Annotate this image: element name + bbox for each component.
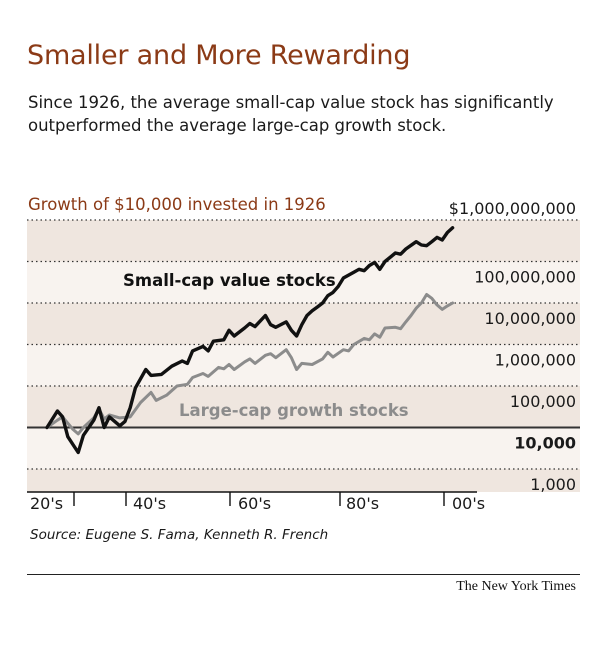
background-band [27, 427, 580, 469]
background-bands [27, 220, 580, 492]
x-tick-label: 00's [452, 494, 485, 513]
line-chart: $1,000,000,000 100,000,000 10,000,000 1,000… [27, 199, 580, 513]
background-band [27, 344, 580, 386]
y-axis-labels: $1,000,000,000 100,000,000 10,000,000 1,000… [449, 199, 576, 494]
small-cap-value-line [45, 226, 455, 455]
x-tick-label: 60's [238, 494, 271, 513]
source-note: Source: Eugene S. Fama, Kenneth R. Frenc… [30, 527, 329, 543]
plot-title: Growth of $10,000 invested in 1926 [28, 195, 326, 214]
y-tick-label: 1,000,000 [495, 351, 576, 370]
y-tick-label: 100,000,000 [474, 268, 576, 287]
background-band [27, 386, 580, 428]
footer-rule [27, 574, 580, 575]
y-tick-label: 10,000,000 [484, 309, 576, 328]
x-tick-label: 20's [30, 494, 63, 513]
series-label-large-cap: Large-cap growth stocks [179, 401, 409, 420]
series-lines [45, 226, 455, 455]
large-cap-growth-line [45, 293, 455, 436]
background-band [27, 261, 580, 303]
series-label-small-cap: Small-cap value stocks [123, 271, 336, 290]
x-tick-label: 40's [133, 494, 166, 513]
y-tick-label: 100,000 [510, 392, 576, 411]
y-tick-label: 1,000 [530, 475, 576, 494]
x-axis: 20's 40's 60's 80's 00's [27, 491, 485, 513]
y-tick-label: $1,000,000,000 [449, 199, 576, 218]
x-tick-label: 80's [346, 494, 379, 513]
y-tick-label: 10,000 [514, 434, 576, 453]
chart-subtitle: Since 1926, the average small-cap value … [28, 93, 554, 135]
background-band [27, 220, 580, 262]
credit-line: The New York Times [456, 579, 576, 594]
chart-title: Smaller and More Rewarding [27, 40, 411, 71]
series-labels: Small-cap value stocks Large-cap growth s… [123, 271, 409, 420]
background-band [27, 469, 580, 492]
